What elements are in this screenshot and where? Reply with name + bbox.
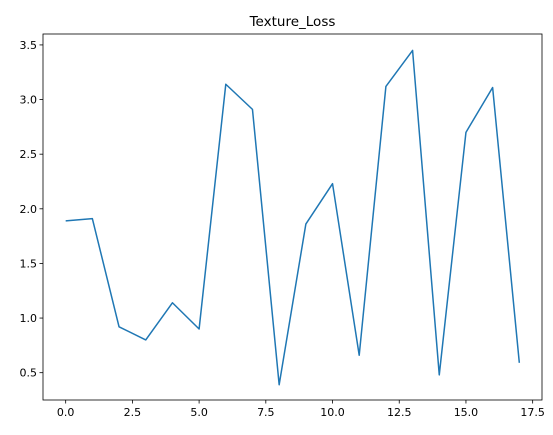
y-tick-label: 1.5 bbox=[20, 257, 38, 270]
y-tick-label: 2.5 bbox=[20, 148, 38, 161]
plot-area-frame bbox=[42, 33, 543, 401]
x-axis-ticks: 0.0 2.5 5.0 7.5 10.0 12.5 15.0 17.5 bbox=[57, 400, 545, 419]
y-axis-ticks: 0.5 1.0 1.5 2.0 2.5 3.0 3.5 bbox=[20, 39, 43, 380]
series-line bbox=[65, 49, 521, 386]
y-tick-label: 2.0 bbox=[20, 203, 38, 216]
x-tick-label: 0.0 bbox=[57, 406, 75, 419]
x-tick-label: 17.5 bbox=[520, 406, 545, 419]
x-tick-label: 15.0 bbox=[454, 406, 479, 419]
y-tick-label: 1.0 bbox=[20, 312, 38, 325]
x-tick-label: 5.0 bbox=[190, 406, 208, 419]
y-tick-label: 3.5 bbox=[20, 39, 38, 52]
y-tick-label: 0.5 bbox=[20, 367, 38, 380]
x-tick-label: 2.5 bbox=[124, 406, 142, 419]
x-tick-label: 12.5 bbox=[387, 406, 412, 419]
x-tick-label: 10.0 bbox=[320, 406, 345, 419]
chart-title: Texture_Loss bbox=[249, 14, 336, 30]
y-tick-label: 3.0 bbox=[20, 94, 38, 107]
x-tick-label: 7.5 bbox=[257, 406, 275, 419]
